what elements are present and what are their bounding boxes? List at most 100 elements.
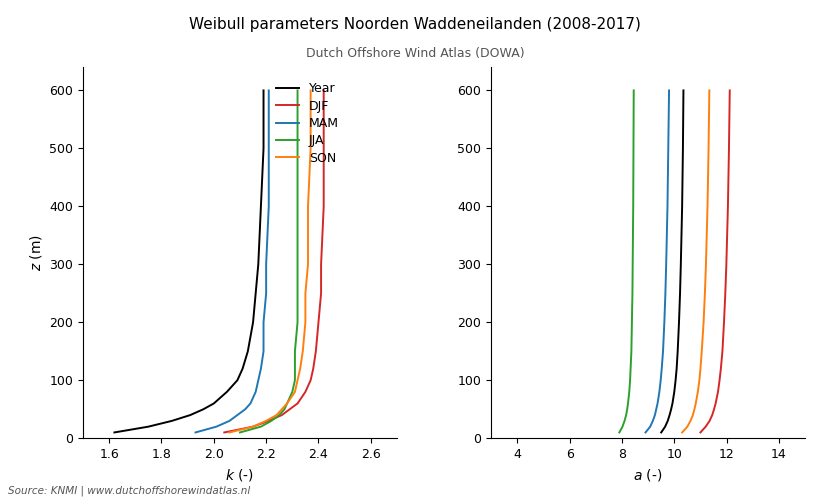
JJA (624, 389, 634, 395)
MAM (657, 366, 666, 372)
MAM (258, 319, 268, 325)
Year (665, 412, 675, 418)
Year (248, 319, 258, 325)
JJA (290, 366, 300, 372)
DJF (305, 377, 315, 383)
Line: DJF: DJF (224, 91, 324, 432)
SON (695, 377, 705, 383)
MAM (662, 203, 672, 209)
Year (237, 366, 247, 372)
DJF (292, 400, 302, 406)
MAM (240, 406, 250, 412)
JJA (627, 290, 637, 296)
MAM (664, 88, 674, 94)
MAM (212, 424, 222, 430)
MAM (264, 145, 274, 151)
Year (672, 348, 682, 354)
Year (110, 429, 120, 435)
JJA (627, 348, 637, 354)
Line: JJA: JJA (240, 91, 297, 432)
Year (671, 366, 681, 372)
MAM (256, 366, 266, 372)
X-axis label: $a$ (-): $a$ (-) (633, 467, 663, 483)
JJA (628, 203, 638, 209)
SON (677, 429, 687, 435)
SON (305, 88, 315, 94)
DJF (713, 389, 723, 395)
Text: Weibull parameters Noorden Waddeneilanden (2008-2017): Weibull parameters Noorden Waddeneilande… (189, 17, 641, 32)
SON (705, 88, 715, 94)
SON (225, 429, 235, 435)
MAM (258, 348, 268, 354)
Year (258, 145, 268, 151)
MAM (253, 377, 263, 383)
Line: MAM: MAM (196, 91, 269, 432)
SON (271, 412, 281, 418)
Year (243, 348, 253, 354)
DJF (319, 88, 329, 94)
MAM (641, 429, 651, 435)
JJA (629, 88, 639, 94)
X-axis label: $k$ (-): $k$ (-) (226, 467, 255, 483)
MAM (659, 319, 669, 325)
Year (676, 261, 686, 267)
SON (702, 203, 712, 209)
Year (258, 88, 268, 94)
Year (198, 406, 208, 412)
MAM (661, 290, 671, 296)
DJF (316, 290, 326, 296)
DJF (319, 145, 329, 151)
Line: Year: Year (115, 91, 263, 432)
SON (682, 424, 692, 430)
Year (251, 290, 261, 296)
Year (185, 412, 195, 418)
MAM (251, 389, 261, 395)
Y-axis label: $z$ (m): $z$ (m) (27, 234, 44, 271)
JJA (614, 429, 624, 435)
Year (671, 377, 681, 383)
SON (699, 319, 709, 325)
SON (303, 261, 313, 267)
Year (667, 400, 677, 406)
JJA (619, 418, 629, 424)
DJF (316, 261, 326, 267)
Year (144, 424, 154, 430)
JJA (290, 348, 300, 354)
MAM (654, 389, 664, 395)
Year (253, 261, 263, 267)
MAM (658, 348, 668, 354)
Year (666, 406, 676, 412)
DJF (277, 412, 287, 418)
MAM (652, 400, 662, 406)
JJA (280, 406, 290, 412)
Year (256, 203, 266, 209)
Year (677, 203, 687, 209)
MAM (662, 261, 671, 267)
Year (678, 145, 688, 151)
SON (686, 418, 696, 424)
MAM (264, 88, 274, 94)
SON (305, 145, 315, 151)
JJA (292, 145, 302, 151)
DJF (720, 290, 730, 296)
MAM (264, 203, 274, 209)
JJA (628, 145, 638, 151)
JJA (274, 412, 284, 418)
JJA (627, 261, 637, 267)
Legend: Year, DJF, MAM, JJA, SON: Year, DJF, MAM, JJA, SON (271, 77, 344, 170)
Line: DJF: DJF (701, 91, 730, 432)
SON (704, 145, 714, 151)
Year (675, 290, 685, 296)
Year (167, 418, 177, 424)
SON (693, 389, 703, 395)
DJF (721, 261, 731, 267)
DJF (314, 319, 324, 325)
DJF (300, 389, 310, 395)
DJF (724, 145, 734, 151)
SON (248, 424, 258, 430)
SON (300, 290, 310, 296)
SON (696, 348, 706, 354)
DJF (248, 424, 258, 430)
JJA (282, 400, 292, 406)
Year (663, 418, 673, 424)
